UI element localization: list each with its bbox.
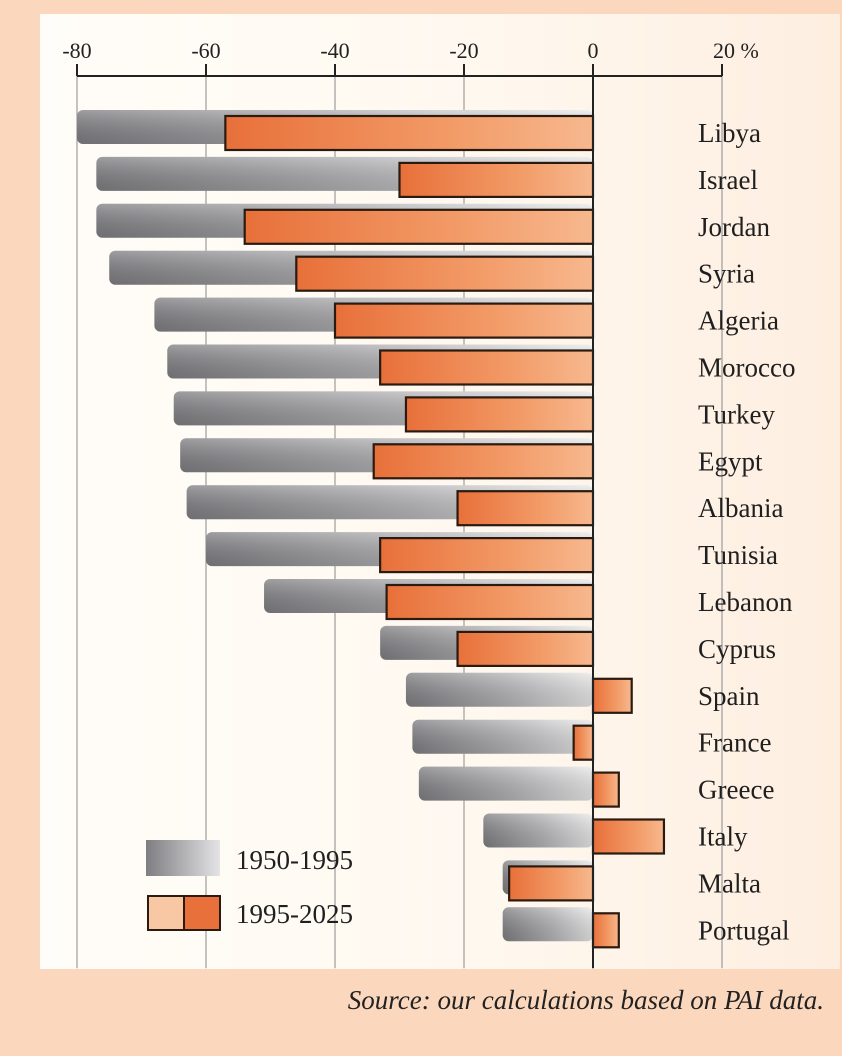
bar-1995-2025	[243, 208, 595, 245]
bar-chart: -80 -60 -40 -20 0 20 % Libya Israel Jordan Syria…	[62, 38, 795, 969]
bar-1995-2025	[456, 490, 595, 527]
bar-1995-2025	[333, 302, 595, 339]
bar-1995-2025	[385, 583, 595, 621]
bar-1995-2025	[591, 912, 620, 949]
x-tick-label: -80	[62, 38, 91, 63]
bar-1995-2025	[379, 536, 595, 574]
category-label: Spain	[698, 681, 760, 711]
category-label: Tunisia	[698, 540, 778, 570]
category-label: Libya	[698, 118, 761, 148]
category-label: France	[698, 728, 771, 758]
bar-1995-2025	[572, 724, 595, 761]
category-label: Portugal	[698, 915, 790, 945]
bar-1995-2025	[591, 677, 633, 714]
x-tick-label: -20	[449, 38, 478, 63]
bar-1995-2025	[404, 396, 595, 433]
category-label: Italy	[698, 822, 748, 852]
category-label: Israel	[698, 165, 758, 195]
bar-1995-2025	[398, 161, 595, 198]
series-1995-2025	[224, 114, 666, 949]
bar-1995-2025	[456, 630, 595, 668]
legend-label-1950-1995: 1950-1995	[236, 845, 353, 875]
bar-1950-1995-shade	[502, 907, 593, 942]
category-label: Syria	[698, 259, 755, 289]
bar-1995-2025	[372, 443, 595, 480]
x-tick-label: 0	[588, 38, 599, 63]
chart-panel: -80 -60 -40 -20 0 20 % Libya Israel Jordan Syria…	[40, 14, 840, 969]
bar-1950-1995-shade	[418, 766, 593, 801]
category-label: Greece	[698, 775, 774, 805]
x-axis: -80 -60 -40 -20 0 20 %	[62, 38, 759, 969]
category-label: Algeria	[698, 306, 779, 336]
category-label: Malta	[698, 868, 761, 898]
x-tick-label: -40	[320, 38, 349, 63]
legend: 1950-1995 1995-2025	[146, 840, 353, 931]
bar-1995-2025	[379, 349, 595, 386]
legend-swatch-1995-2025-light	[147, 895, 185, 931]
bar-1995-2025	[508, 865, 595, 902]
category-label: Lebanon	[698, 587, 793, 617]
bar-1995-2025	[224, 114, 595, 152]
bar-1995-2025	[295, 255, 595, 292]
category-label: Cyprus	[698, 634, 776, 664]
bar-1995-2025	[591, 818, 666, 855]
category-label: Jordan	[698, 212, 770, 242]
category-label: Morocco	[698, 353, 795, 383]
legend-label-1995-2025: 1995-2025	[236, 899, 353, 929]
legend-swatch-1950-1995	[146, 840, 220, 876]
category-label: Albania	[698, 493, 783, 523]
legend-swatch-1995-2025-dark	[183, 895, 221, 931]
bar-1950-1995-shade	[412, 719, 593, 754]
category-label: Turkey	[698, 399, 776, 429]
x-tick-label: -60	[191, 38, 220, 63]
source-note: Source: our calculations based on PAI da…	[347, 985, 824, 1015]
category-label: Egypt	[698, 446, 763, 476]
x-tick-label: 20 %	[713, 38, 759, 63]
bar-1995-2025	[591, 771, 620, 808]
bar-1950-1995-shade	[483, 813, 593, 848]
bar-1950-1995-shade	[405, 672, 593, 707]
category-labels: Libya Israel Jordan Syria Algeria Morocco Turk…	[698, 118, 795, 945]
